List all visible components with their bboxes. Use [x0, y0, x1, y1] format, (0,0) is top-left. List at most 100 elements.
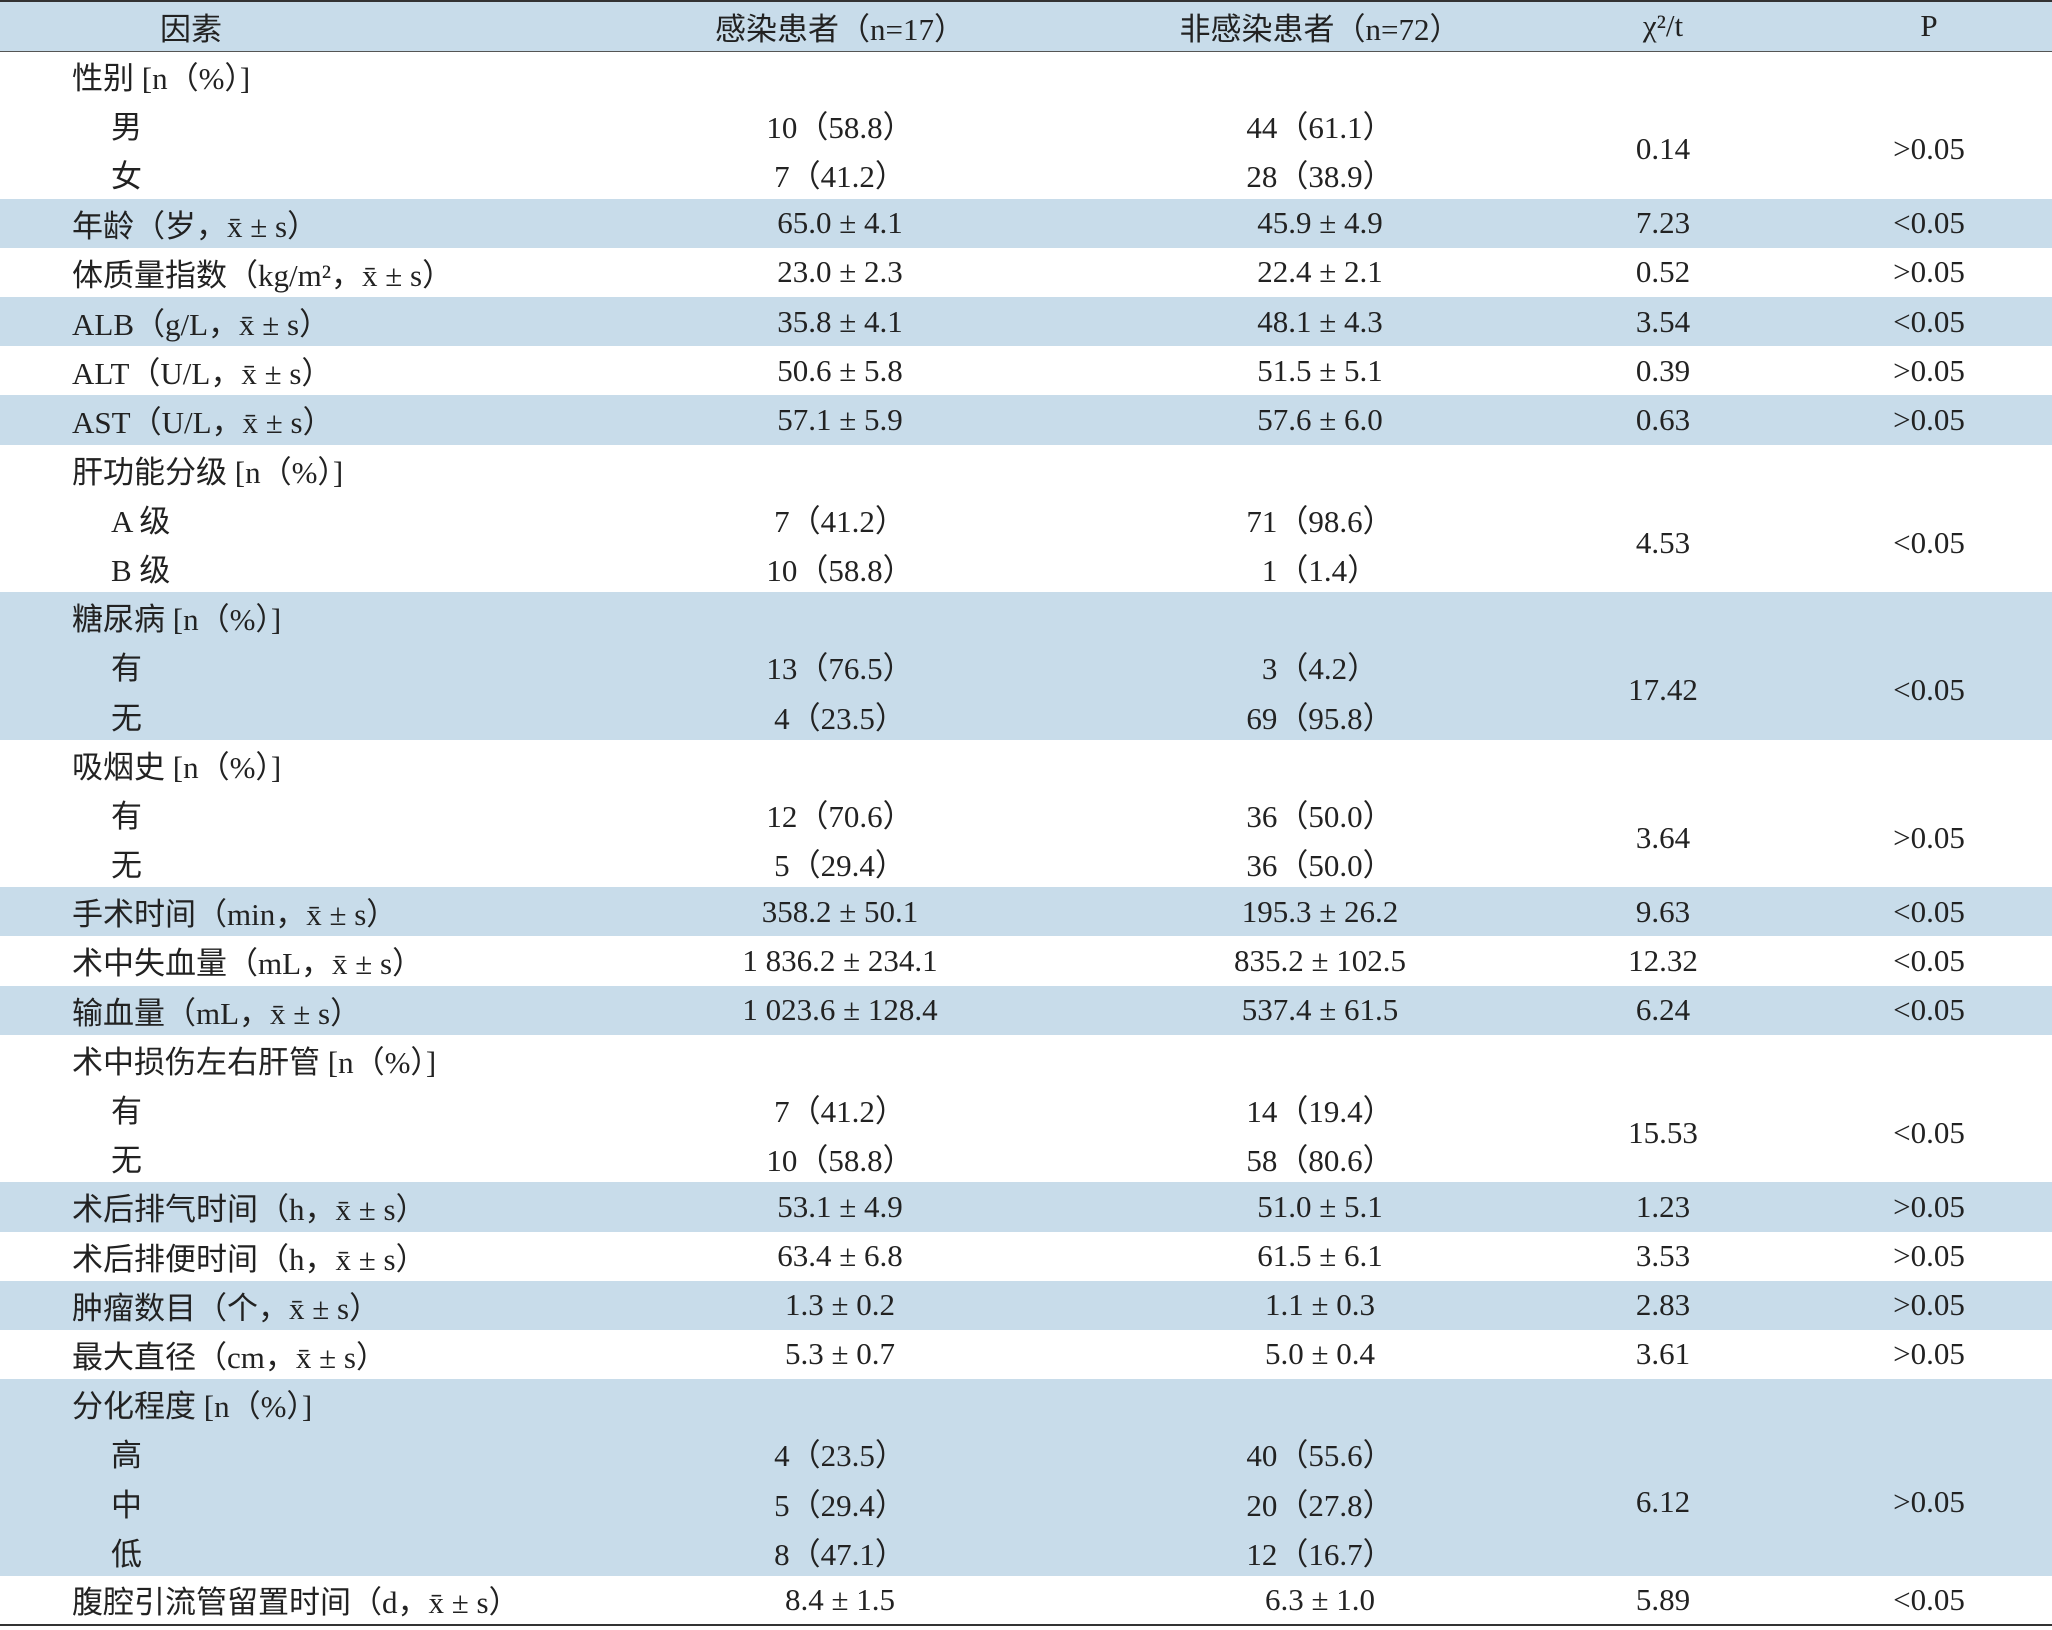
empty-cell: [1806, 445, 2052, 494]
sub-label: 有: [111, 651, 142, 687]
sub-label: A 级: [111, 503, 171, 539]
empty-cell: [560, 1035, 1120, 1084]
noninfected-cell: 44（61.1）: [1246, 110, 1394, 146]
infected-cell: 1.3 ± 0.2: [784, 1287, 895, 1323]
p-cell: >0.05: [1893, 131, 1965, 167]
noninfected-cell: 28（38.9）: [1246, 159, 1394, 195]
empty-cell: [560, 51, 1120, 100]
header-cell: χ²/t: [1642, 8, 1684, 44]
infected-cell: 7（41.2）: [774, 503, 906, 539]
sub-label: 中: [111, 1487, 142, 1523]
table-row: 吸烟史 [n（%）]: [0, 740, 2052, 789]
table-row: 性别 [n（%）]: [0, 51, 2052, 100]
empty-cell: [1120, 1379, 1520, 1428]
noninfected-cell: 22.4 ± 2.1: [1257, 254, 1383, 290]
empty-cell: [1120, 445, 1520, 494]
p-cell: >0.05: [1893, 1188, 1965, 1224]
stat-cell: 3.53: [1635, 1238, 1691, 1274]
infected-cell: 12（70.6）: [766, 798, 914, 834]
stat-cell: 0.63: [1635, 401, 1691, 437]
empty-cell: [1520, 740, 1806, 789]
row-label: 年龄（岁，x̄ ± s）: [72, 208, 319, 244]
table-header: 因素 感染患者（n=17） 非感染患者（n=72） χ²/t P: [0, 1, 2052, 51]
table-row: 腹腔引流管留置时间（d，x̄ ± s） 8.4 ± 1.5 6.3 ± 1.0 5.8…: [0, 1576, 2052, 1625]
empty-cell: [1806, 1035, 2052, 1084]
table-row: 术中损伤左右肝管 [n（%）]: [0, 1035, 2052, 1084]
p-cell: <0.05: [1893, 1115, 1965, 1151]
infected-cell: 1 836.2 ± 234.1: [742, 942, 938, 978]
infected-cell: 50.6 ± 5.8: [777, 352, 903, 388]
header-cell: 因素: [160, 11, 222, 47]
noninfected-cell: 51.0 ± 5.1: [1257, 1188, 1383, 1224]
row-label: ALB（g/L，x̄ ± s）: [72, 307, 331, 343]
stat-cell: 5.89: [1635, 1581, 1691, 1617]
noninfected-cell: 51.5 ± 5.1: [1257, 352, 1383, 388]
empty-cell: [1806, 592, 2052, 641]
empty-cell: [1520, 1035, 1806, 1084]
empty-cell: [560, 592, 1120, 641]
noninfected-cell: 1（1.4）: [1261, 552, 1379, 588]
infected-cell: 4（23.5）: [774, 700, 906, 736]
p-cell: >0.05: [1893, 1484, 1965, 1520]
table-row: AST（U/L，x̄ ± s） 57.1 ± 5.9 57.6 ± 6.0 0.63 >…: [0, 395, 2052, 445]
noninfected-cell: 45.9 ± 4.9: [1257, 205, 1383, 241]
row-label: 最大直径（cm，x̄ ± s）: [72, 1339, 387, 1375]
infected-cell: 23.0 ± 2.3: [777, 254, 903, 290]
stat-cell: 0.39: [1635, 352, 1691, 388]
sub-row: A 级 7（41.2） 71（98.6） 4.53 <0.05: [0, 494, 2052, 560]
stat-cell: 3.54: [1635, 303, 1691, 339]
sub-row: 高 4（23.5） 40（55.6） 6.12 >0.05: [0, 1428, 2052, 1519]
infected-cell: 65.0 ± 4.1: [777, 205, 903, 241]
row-label: ALT（U/L，x̄ ± s）: [72, 356, 333, 392]
p-cell: <0.05: [1893, 303, 1965, 339]
empty-cell: [560, 1379, 1120, 1428]
row-label: 术后排便时间（h，x̄ ± s）: [72, 1241, 427, 1277]
noninfected-cell: 195.3 ± 26.2: [1241, 893, 1399, 929]
sub-label: 无: [111, 1143, 142, 1179]
infected-cell: 5（29.4）: [774, 1487, 906, 1523]
sub-label: 男: [111, 110, 142, 146]
empty-cell: [1806, 1379, 2052, 1428]
noninfected-cell: 58（80.6）: [1246, 1143, 1394, 1179]
noninfected-cell: 36（50.0）: [1246, 848, 1394, 884]
header-cell: P: [1920, 8, 1938, 44]
stat-cell: 0.14: [1635, 131, 1691, 167]
header-row: 因素 感染患者（n=17） 非感染患者（n=72） χ²/t P: [0, 1, 2052, 51]
p-cell: <0.05: [1893, 524, 1965, 560]
sub-label: 高: [111, 1438, 142, 1474]
row-label: 糖尿病 [n（%）]: [72, 602, 282, 638]
stat-cell: 2.83: [1635, 1287, 1691, 1323]
infected-cell: 7（41.2）: [774, 159, 906, 195]
infected-cell: 57.1 ± 5.9: [777, 401, 903, 437]
empty-cell: [1120, 51, 1520, 100]
empty-cell: [560, 445, 1120, 494]
sub-row: 无 10（58.8） 58（80.6）: [0, 1133, 2052, 1182]
infected-cell: 13（76.5）: [766, 651, 914, 687]
infected-cell: 5.3 ± 0.7: [784, 1336, 895, 1372]
infected-cell: 8.4 ± 1.5: [784, 1581, 895, 1617]
header-cell: 感染患者（n=17）: [715, 11, 965, 47]
sub-row: 女 7（41.2） 28（38.9）: [0, 149, 2052, 198]
p-cell: <0.05: [1893, 893, 1965, 929]
stat-cell: 12.32: [1628, 942, 1698, 978]
row-label: 肝功能分级 [n（%）]: [72, 454, 344, 490]
table-row: 输血量（mL，x̄ ± s） 1 023.6 ± 128.4 537.4 ± 61.…: [0, 985, 2052, 1035]
sub-row: 有 12（70.6） 36（50.0） 3.64 >0.05: [0, 789, 2052, 855]
table-row: 分化程度 [n（%）]: [0, 1379, 2052, 1429]
row-label: 分化程度 [n（%）]: [72, 1389, 313, 1425]
row-label: AST（U/L，x̄ ± s）: [72, 405, 334, 441]
infected-cell: 35.8 ± 4.1: [777, 303, 903, 339]
infected-cell: 4（23.5）: [774, 1438, 906, 1474]
empty-cell: [1120, 592, 1520, 641]
noninfected-cell: 36（50.0）: [1246, 798, 1394, 834]
table-row: 术后排气时间（h，x̄ ± s） 53.1 ± 4.9 51.0 ± 5.1 1.23…: [0, 1182, 2052, 1232]
empty-cell: [1520, 445, 1806, 494]
stat-cell: 0.52: [1635, 254, 1691, 290]
noninfected-cell: 61.5 ± 6.1: [1257, 1238, 1383, 1274]
table-row: 最大直径（cm，x̄ ± s） 5.3 ± 0.7 5.0 ± 0.4 3.61 >0.…: [0, 1330, 2052, 1379]
infected-cell: 1 023.6 ± 128.4: [742, 992, 938, 1028]
infected-cell: 8（47.1）: [774, 1536, 906, 1572]
table-body: 性别 [n（%）] 男 10（58.8） 44（61.1） 0.14 >0.05 女 7（41…: [0, 51, 2052, 1625]
noninfected-cell: 20（27.8）: [1246, 1487, 1394, 1523]
